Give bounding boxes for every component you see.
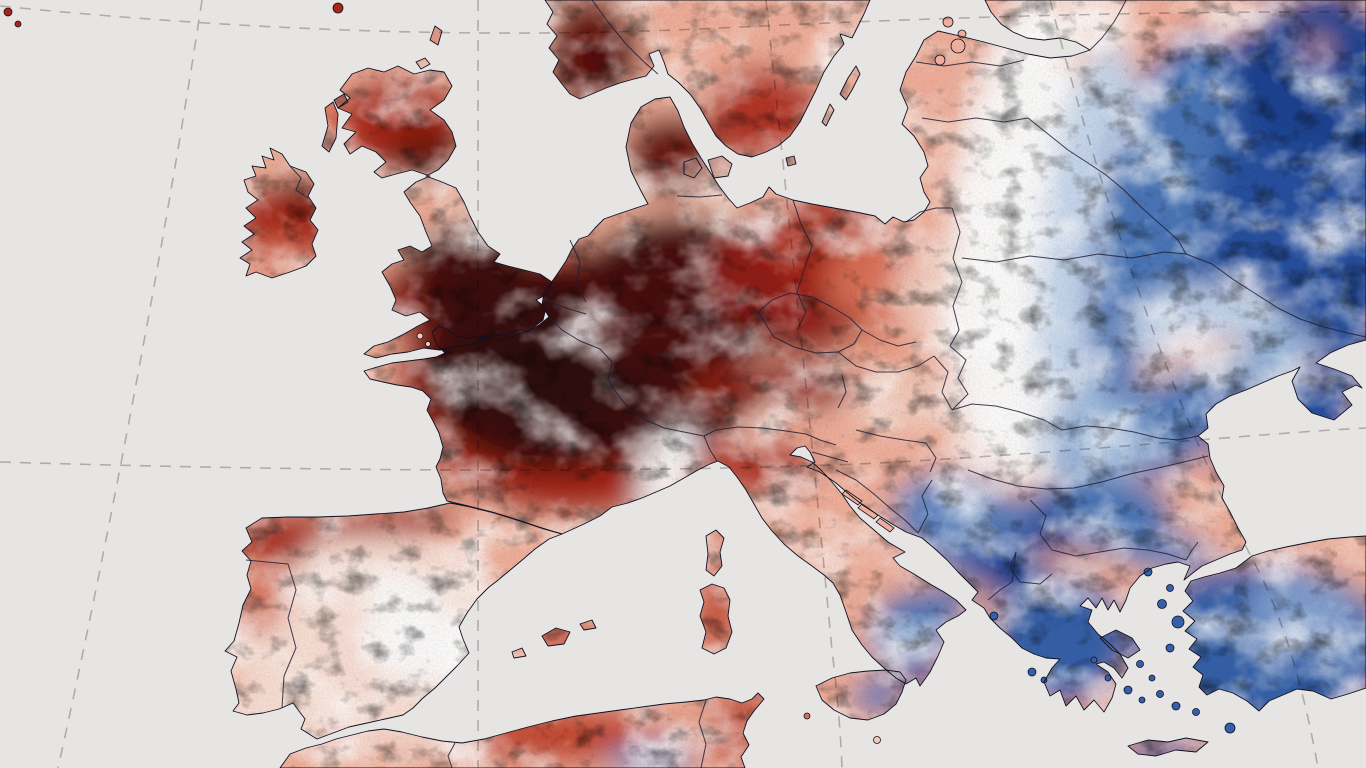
borders-east	[905, 0, 1366, 601]
graticule-meridian-east1	[765, 0, 843, 768]
islet-aegean	[1090, 656, 1098, 664]
graticule-meridian-east2	[1049, 0, 1319, 768]
islet-lesbos	[1171, 615, 1185, 629]
islet-northwest-speck	[3, 7, 13, 17]
graticule-parallel-mid	[0, 427, 1366, 471]
islet-channel-island	[416, 332, 424, 340]
islet-aegean	[1138, 696, 1146, 704]
islet-north-aegean	[1166, 584, 1174, 592]
islet-estonian	[934, 54, 946, 66]
graticule-parallel-north	[0, 5, 1366, 34]
islet-aegean	[1192, 708, 1200, 716]
islet-north-aegean	[1143, 567, 1153, 577]
islet-aegean	[1171, 701, 1181, 711]
borders-africa	[447, 699, 707, 768]
islet-faroe	[332, 2, 344, 14]
islet-aland	[942, 16, 954, 28]
islet-adriatic-sliver	[875, 517, 895, 533]
borders-central	[591, 0, 953, 534]
islet-rhodes	[1224, 722, 1236, 734]
islet-ionian	[1027, 667, 1037, 677]
islet-pantelleria	[803, 712, 811, 720]
islet-channel-island	[425, 341, 431, 347]
islet-estonian	[950, 38, 966, 54]
islet-chios	[1165, 643, 1175, 653]
islet-ionian	[989, 611, 999, 621]
graticule-meridian-west	[57, 0, 203, 768]
islet-malta	[873, 736, 881, 744]
islet-adriatic-sliver	[841, 489, 863, 506]
islet-northwest-speck	[14, 20, 22, 28]
islet-aegean	[1123, 685, 1133, 695]
small-islands	[3, 2, 1236, 744]
islet-aegean	[1104, 674, 1112, 682]
country-borders	[245, 0, 1366, 768]
islet-aegean	[1156, 690, 1164, 698]
islet-aegean	[1148, 674, 1156, 682]
islet-aegean	[1136, 660, 1144, 668]
islet-lemnos	[1157, 599, 1167, 609]
